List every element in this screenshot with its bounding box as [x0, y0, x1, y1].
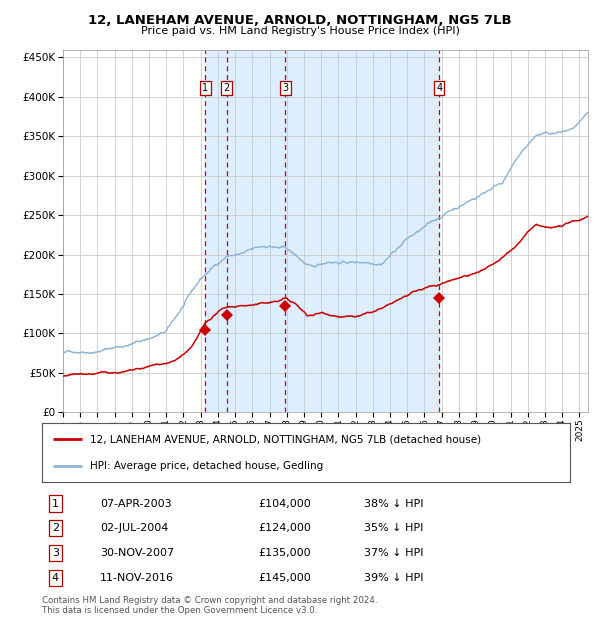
Text: 37% ↓ HPI: 37% ↓ HPI — [364, 547, 424, 557]
Text: 1: 1 — [202, 82, 208, 92]
Text: Price paid vs. HM Land Registry's House Price Index (HPI): Price paid vs. HM Land Registry's House … — [140, 26, 460, 36]
Text: £104,000: £104,000 — [259, 498, 311, 508]
Text: 30-NOV-2007: 30-NOV-2007 — [100, 547, 174, 557]
Text: 12, LANEHAM AVENUE, ARNOLD, NOTTINGHAM, NG5 7LB: 12, LANEHAM AVENUE, ARNOLD, NOTTINGHAM, … — [88, 14, 512, 27]
Text: 11-NOV-2016: 11-NOV-2016 — [100, 574, 174, 583]
Text: 35% ↓ HPI: 35% ↓ HPI — [364, 523, 424, 533]
Text: 3: 3 — [283, 82, 289, 92]
Text: Contains HM Land Registry data © Crown copyright and database right 2024.: Contains HM Land Registry data © Crown c… — [42, 596, 377, 606]
Text: 2: 2 — [52, 523, 59, 533]
Text: 39% ↓ HPI: 39% ↓ HPI — [364, 574, 424, 583]
Text: £124,000: £124,000 — [259, 523, 311, 533]
Text: 12, LANEHAM AVENUE, ARNOLD, NOTTINGHAM, NG5 7LB (detached house): 12, LANEHAM AVENUE, ARNOLD, NOTTINGHAM, … — [89, 435, 481, 445]
Text: 2: 2 — [223, 82, 230, 92]
Text: 4: 4 — [52, 574, 59, 583]
Text: £145,000: £145,000 — [259, 574, 311, 583]
Text: 38% ↓ HPI: 38% ↓ HPI — [364, 498, 424, 508]
Text: £135,000: £135,000 — [259, 547, 311, 557]
Text: HPI: Average price, detached house, Gedling: HPI: Average price, detached house, Gedl… — [89, 461, 323, 471]
Text: 4: 4 — [436, 82, 442, 92]
Text: 1: 1 — [52, 498, 59, 508]
Bar — [205, 50, 439, 412]
Text: 3: 3 — [52, 547, 59, 557]
Text: 02-JUL-2004: 02-JUL-2004 — [100, 523, 169, 533]
Text: This data is licensed under the Open Government Licence v3.0.: This data is licensed under the Open Gov… — [42, 606, 317, 616]
Text: 07-APR-2003: 07-APR-2003 — [100, 498, 172, 508]
